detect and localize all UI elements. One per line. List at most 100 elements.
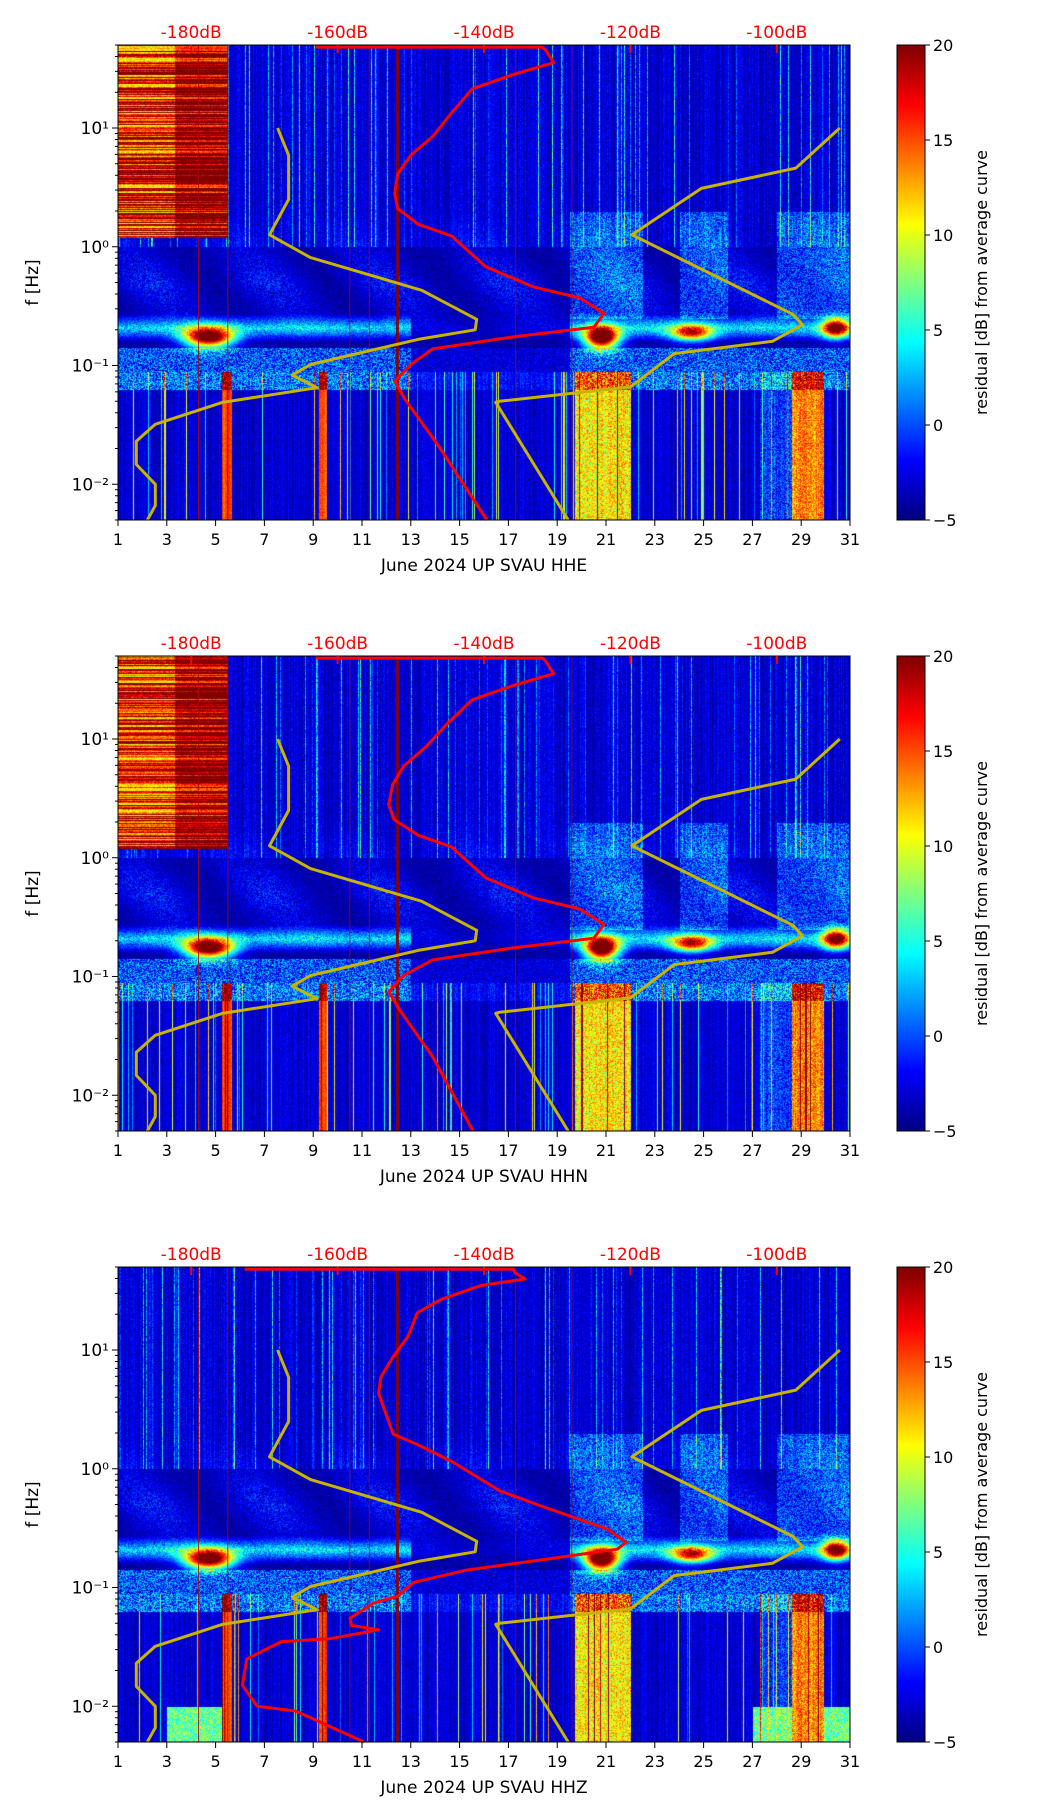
- x-axis-tick-label: 13: [401, 530, 421, 549]
- y-axis-label: f [Hz]: [23, 259, 43, 305]
- psd-curve-line: [315, 45, 606, 521]
- x-axis-tick-label: 19: [547, 1141, 567, 1160]
- x-axis-tick-label: 31: [840, 1141, 860, 1160]
- noise-model-low-line: [134, 1349, 479, 1743]
- x-axis-tick-label: 21: [596, 1141, 616, 1160]
- x-axis-tick-label: 21: [596, 530, 616, 549]
- colorbar-gradient: [897, 45, 925, 520]
- x-axis-tick-label: 17: [498, 1752, 518, 1771]
- x-axis-tick-label: 3: [162, 1141, 172, 1160]
- x-axis-tick-label: 17: [498, 530, 518, 549]
- x-axis-tick-label: 11: [352, 1141, 372, 1160]
- x-axis-tick-label: 31: [840, 530, 860, 549]
- x-axis-tick-label: 9: [308, 530, 318, 549]
- top-axis-tick-label: -160dB: [307, 23, 368, 43]
- colorbar-frame: [896, 1266, 926, 1743]
- x-axis-tick-label: 9: [308, 1752, 318, 1771]
- top-axis-tick-label: -100dB: [746, 23, 807, 43]
- noise-model-high-line: [494, 737, 841, 1132]
- noise-model-low-line: [134, 738, 479, 1132]
- x-axis-tick-label: 13: [401, 1752, 421, 1771]
- y-axis-tick-label: 10⁰: [81, 238, 110, 258]
- top-axis-tick-label: -140dB: [453, 1245, 514, 1265]
- colorbar-tick-label: −5: [933, 1122, 957, 1141]
- x-axis-tick-label: 25: [693, 530, 713, 549]
- psd-curve-line: [240, 1267, 628, 1744]
- x-axis-label: June 2024 UP SVAU HHE: [380, 556, 587, 576]
- x-axis-tick-label: 5: [211, 530, 221, 549]
- y-axis-tick-label: 10⁻¹: [72, 968, 109, 988]
- x-axis-tick-label: 27: [742, 530, 762, 549]
- x-axis-tick-label: 23: [645, 530, 665, 549]
- x-axis-tick-label: 19: [547, 1752, 567, 1771]
- colorbar-tick-label: 5: [933, 321, 943, 340]
- y-axis-label: f [Hz]: [23, 870, 43, 916]
- y-axis-tick-label: 10⁻¹: [72, 357, 109, 377]
- colorbar-tick-label: −5: [933, 511, 957, 530]
- x-axis-tick-label: 9: [308, 1141, 318, 1160]
- x-axis-tick-label: 5: [211, 1752, 221, 1771]
- y-axis-tick-label: 10¹: [81, 119, 109, 139]
- colorbar-tick-label: 0: [933, 1638, 943, 1657]
- x-axis-tick-label: 7: [259, 1752, 269, 1771]
- colorbar-tick-label: 10: [933, 1448, 953, 1467]
- x-axis-tick-label: 15: [449, 1752, 469, 1771]
- noise-model-high-line: [494, 126, 841, 521]
- x-axis-tick-label: 29: [791, 530, 811, 549]
- colorbar-frame: [896, 44, 926, 521]
- colorbar-tick-label: 5: [933, 1543, 943, 1562]
- x-axis-tick-label: 21: [596, 1752, 616, 1771]
- noise-model-low-line: [134, 127, 479, 521]
- x-axis-tick-label: 27: [742, 1141, 762, 1160]
- y-axis-tick-label: 10⁻²: [72, 1086, 109, 1106]
- x-axis-tick-label: 25: [693, 1752, 713, 1771]
- x-axis-tick-label: 29: [791, 1141, 811, 1160]
- x-axis-tick-label: 29: [791, 1752, 811, 1771]
- colorbar-tick-label: −5: [933, 1733, 957, 1752]
- y-axis-tick-label: 10¹: [81, 730, 109, 750]
- colorbar-tick-label: 10: [933, 226, 953, 245]
- x-axis-tick-label: 1: [113, 530, 123, 549]
- y-axis-tick-label: 10⁰: [81, 1460, 110, 1480]
- y-axis-tick-label: 10⁰: [81, 849, 110, 869]
- colorbar-frame: [896, 655, 926, 1132]
- x-axis-tick-label: 13: [401, 1141, 421, 1160]
- colorbar-label: residual [dB] from average curve: [972, 761, 991, 1026]
- top-axis-tick-label: -180dB: [161, 634, 222, 654]
- top-axis-tick-label: -160dB: [307, 1245, 368, 1265]
- top-axis-tick-label: -100dB: [746, 1245, 807, 1265]
- x-axis-tick-label: 1: [113, 1141, 123, 1160]
- colorbar-label: residual [dB] from average curve: [972, 1372, 991, 1637]
- colorbar-tick-label: 20: [933, 647, 953, 666]
- y-axis-tick-label: 10⁻²: [72, 475, 109, 495]
- colorbar-label: residual [dB] from average curve: [972, 150, 991, 415]
- colorbar-tick-label: 5: [933, 932, 943, 951]
- x-axis-tick-label: 5: [211, 1141, 221, 1160]
- y-axis-tick-label: 10⁻¹: [72, 1579, 109, 1599]
- top-axis-tick-label: -140dB: [453, 23, 514, 43]
- x-axis-tick-label: 3: [162, 1752, 172, 1771]
- psd-curve-line: [315, 656, 606, 1132]
- top-axis-tick-label: -120dB: [600, 1245, 661, 1265]
- x-axis-tick-label: 15: [449, 1141, 469, 1160]
- x-axis-tick-label: 11: [352, 1752, 372, 1771]
- y-axis-label: f [Hz]: [23, 1481, 43, 1527]
- x-axis-tick-label: 23: [645, 1141, 665, 1160]
- x-axis-tick-label: 11: [352, 530, 372, 549]
- colorbar-tick-label: 0: [933, 1027, 943, 1046]
- colorbar-tick-label: 15: [933, 131, 953, 150]
- x-axis-tick-label: 27: [742, 1752, 762, 1771]
- x-axis-tick-label: 15: [449, 530, 469, 549]
- x-axis-tick-label: 31: [840, 1752, 860, 1771]
- x-axis-tick-label: 7: [259, 530, 269, 549]
- top-axis-tick-label: -120dB: [600, 634, 661, 654]
- top-axis-tick-label: -160dB: [307, 634, 368, 654]
- top-axis-tick-label: -180dB: [161, 1245, 222, 1265]
- noise-model-high-line: [494, 1348, 841, 1743]
- colorbar-tick-label: 20: [933, 1258, 953, 1277]
- x-axis-tick-label: 23: [645, 1752, 665, 1771]
- x-axis-tick-label: 3: [162, 530, 172, 549]
- colorbar-tick-label: 15: [933, 742, 953, 761]
- x-axis-label: June 2024 UP SVAU HHN: [379, 1167, 588, 1187]
